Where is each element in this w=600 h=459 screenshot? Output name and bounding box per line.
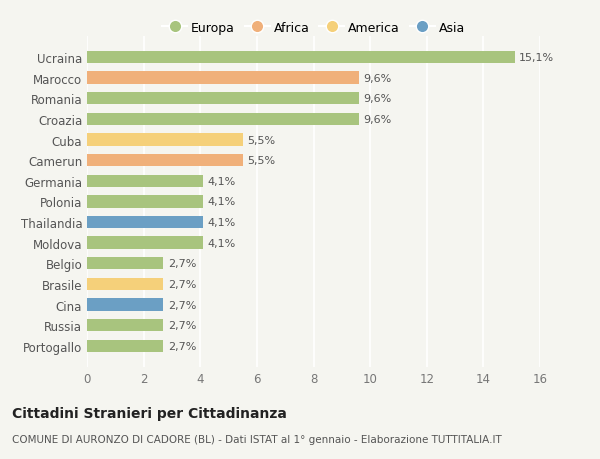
Bar	[87, 93, 359, 105]
Bar	[87, 340, 163, 352]
Text: 9,6%: 9,6%	[363, 115, 391, 125]
Bar	[87, 237, 203, 249]
Bar	[87, 134, 243, 146]
Legend: Europa, Africa, America, Asia: Europa, Africa, America, Asia	[157, 17, 470, 39]
Bar	[87, 52, 515, 64]
Bar	[87, 155, 243, 167]
Text: 4,1%: 4,1%	[208, 176, 236, 186]
Bar	[87, 113, 359, 126]
Text: 2,7%: 2,7%	[167, 259, 196, 269]
Text: 5,5%: 5,5%	[247, 135, 275, 145]
Bar	[87, 319, 163, 331]
Text: 4,1%: 4,1%	[208, 238, 236, 248]
Bar	[87, 216, 203, 229]
Bar	[87, 196, 203, 208]
Text: 4,1%: 4,1%	[208, 218, 236, 228]
Text: Cittadini Stranieri per Cittadinanza: Cittadini Stranieri per Cittadinanza	[12, 406, 287, 420]
Text: 15,1%: 15,1%	[519, 53, 554, 63]
Bar	[87, 73, 359, 84]
Text: 9,6%: 9,6%	[363, 73, 391, 84]
Bar	[87, 299, 163, 311]
Text: 2,7%: 2,7%	[167, 320, 196, 330]
Bar	[87, 257, 163, 270]
Text: 2,7%: 2,7%	[167, 341, 196, 351]
Bar	[87, 278, 163, 291]
Text: 2,7%: 2,7%	[167, 279, 196, 289]
Text: 2,7%: 2,7%	[167, 300, 196, 310]
Text: 4,1%: 4,1%	[208, 197, 236, 207]
Text: 5,5%: 5,5%	[247, 156, 275, 166]
Text: COMUNE DI AURONZO DI CADORE (BL) - Dati ISTAT al 1° gennaio - Elaborazione TUTTI: COMUNE DI AURONZO DI CADORE (BL) - Dati …	[12, 434, 502, 444]
Bar	[87, 175, 203, 188]
Text: 9,6%: 9,6%	[363, 94, 391, 104]
